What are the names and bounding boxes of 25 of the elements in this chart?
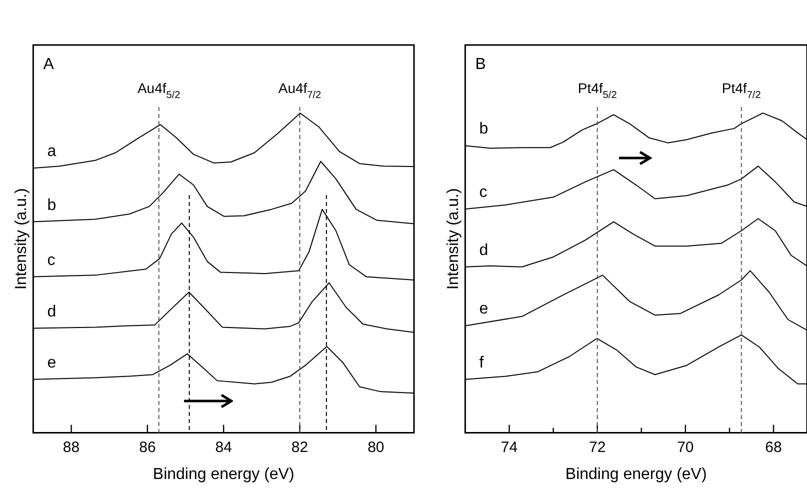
x-axis-title: Binding energy (eV) xyxy=(565,466,707,483)
series-label: b xyxy=(479,120,488,138)
y-axis-title: Intensity (a.u.) xyxy=(13,188,30,290)
series-label: d xyxy=(479,242,488,259)
x-tick-label: 86 xyxy=(139,438,156,456)
series-label: b xyxy=(47,196,56,214)
x-tick-label: 80 xyxy=(368,438,384,456)
series-label: d xyxy=(47,303,56,320)
x-tick-label: 72 xyxy=(588,438,606,456)
x-tick-label: 88 xyxy=(62,438,80,456)
text: A xyxy=(43,56,54,73)
x-tick-label: 68 xyxy=(765,438,782,456)
text: B xyxy=(475,56,486,73)
x-axis-title: Binding energy (eV) xyxy=(152,466,294,483)
x-tick-label: 82 xyxy=(291,438,308,456)
x-tick-label: 84 xyxy=(215,438,232,456)
y-axis-title: Intensity (a.u.) xyxy=(445,188,462,290)
series-label: c xyxy=(47,252,56,269)
series-label: c xyxy=(479,184,488,202)
series-label: a xyxy=(47,143,56,160)
x-tick-label: 70 xyxy=(677,438,694,456)
series-label: f xyxy=(479,354,484,372)
series-label: e xyxy=(47,354,56,372)
series-label: e xyxy=(479,300,488,318)
x-tick-label: 74 xyxy=(500,438,518,456)
